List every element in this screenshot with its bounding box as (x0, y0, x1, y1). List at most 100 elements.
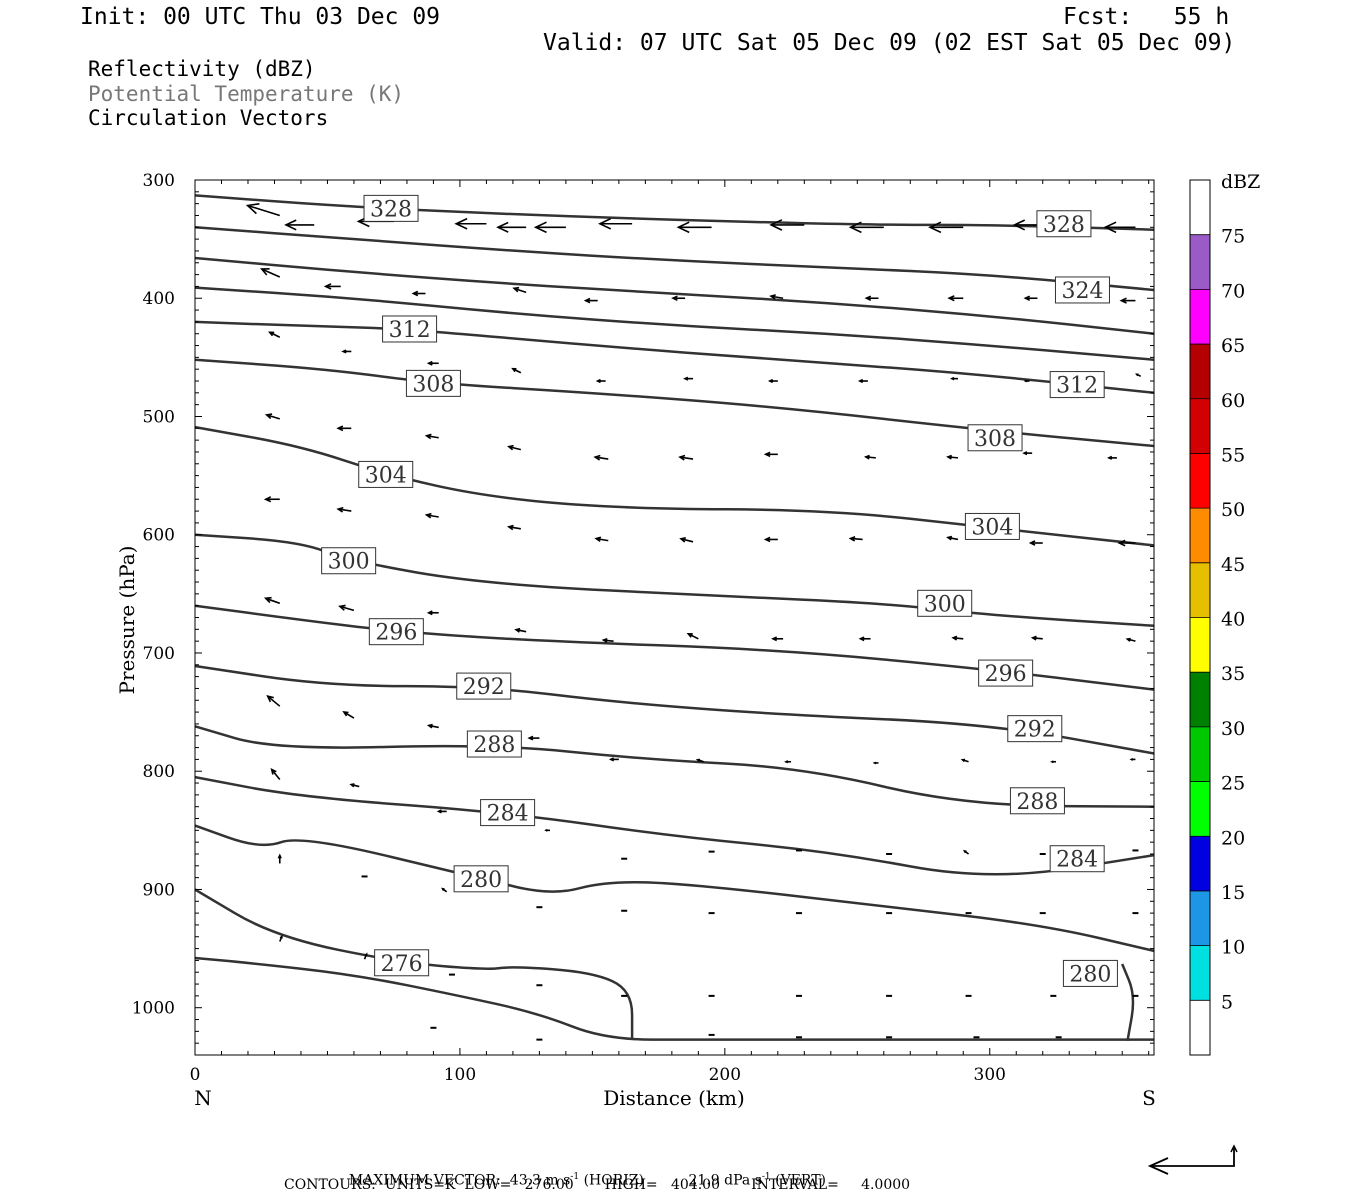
y-tick-label: 300 (143, 171, 175, 191)
colorbar-band (1190, 180, 1210, 235)
x-left-end-label: N (194, 1086, 212, 1110)
circulation-vector (686, 632, 699, 640)
max-horiz-tag: (HORIZ) (583, 1172, 644, 1189)
contour-label-box (363, 194, 419, 222)
circulation-vector (424, 512, 439, 519)
circulation-vector (336, 506, 352, 513)
colorbar: 5 10 15 20 25 30 35 40 45 50 55 60 65 70 75 dBZ (1189, 171, 1260, 1056)
circulation-vector (426, 723, 439, 729)
contour-label: 276 (381, 952, 423, 977)
circulation-vector (341, 349, 352, 354)
contour-292 (194, 664, 1155, 755)
contour-label-box (321, 547, 377, 575)
contour-label: 296 (375, 621, 417, 646)
colorbar-tick-label: 60 (1221, 390, 1245, 412)
colorbar-band (1190, 289, 1210, 345)
circulation-vector (268, 331, 281, 338)
circulation-vector (496, 221, 527, 233)
circulation-vector (263, 596, 281, 605)
circulation-vector (512, 286, 527, 294)
contour-label-box (978, 659, 1034, 687)
colorbar-tick-label: 5 (1221, 991, 1233, 1013)
contour-280 (194, 824, 1155, 953)
circulation-vector (1107, 455, 1117, 460)
circulation-vector (848, 221, 884, 234)
colorbar-band (1190, 1000, 1210, 1055)
circulation-vector (928, 221, 964, 234)
contour-296 (194, 604, 1155, 691)
circulation-vector (264, 413, 281, 420)
circulation-vector (679, 537, 694, 543)
circulation-vector (864, 295, 879, 302)
contour-304 (194, 425, 1155, 547)
forecast-hour: Fcst: 55 h (1063, 4, 1230, 30)
circulation-vector (583, 297, 598, 304)
x-tick-label: 0 (190, 1065, 201, 1085)
contour-label: 312 (389, 318, 431, 343)
colorbar-band (1190, 344, 1210, 399)
circulation-vector (441, 887, 448, 893)
contour-label-box (1036, 210, 1092, 238)
circulation-vector (338, 604, 355, 612)
colorbar-tick-label: 25 (1221, 773, 1245, 795)
colorbar-band (1190, 234, 1210, 290)
contour-308 (194, 358, 1155, 448)
circulation-vector (277, 853, 282, 864)
x-right-end-label: S (1142, 1086, 1156, 1110)
contour-284 (194, 775, 1155, 876)
contour-label-box (453, 865, 509, 893)
plot-frame (194, 179, 1155, 1056)
circulation-vector (858, 636, 871, 642)
contour-label-box (405, 369, 461, 397)
circulation-vector (947, 295, 964, 302)
circulation-vector (771, 636, 784, 642)
valid-time: Valid: 07 UTC Sat 05 Dec 09 (02 EST Sat … (543, 30, 1236, 56)
contour-328 (194, 194, 1155, 231)
contour-label: 284 (1056, 848, 1098, 873)
contour-label: 288 (1016, 790, 1058, 815)
circulation-vector (962, 849, 970, 855)
circulation-vector (349, 783, 360, 788)
circulation-vector (544, 828, 550, 832)
colorbar-band (1190, 398, 1210, 454)
colorbar-band (1190, 836, 1210, 891)
circulation-vector (263, 496, 280, 503)
max-vert-tag: (VERT) (775, 1172, 826, 1189)
y-tick-label: 900 (143, 880, 175, 900)
colorbar-tick-label: 50 (1221, 499, 1245, 521)
colorbar-tick-label: 20 (1221, 827, 1245, 849)
contour-label: 324 (1061, 279, 1103, 304)
contour-label-box (456, 672, 512, 700)
contour-label: 288 (473, 733, 515, 758)
circulation-vector (951, 635, 964, 641)
circulation-vector (533, 221, 566, 234)
contour-label: 296 (985, 662, 1027, 687)
circulation-vector (1050, 760, 1056, 764)
max-vert-exponent: -1 (761, 1172, 771, 1182)
circulation-vector (767, 378, 778, 384)
contour-label-box (967, 424, 1023, 452)
x-tick-label: 100 (444, 1065, 476, 1085)
circulation-vectors (245, 203, 1142, 1041)
axes: 300 400 500 600 700 800 900 1000 0 100 200 300 Dista… (115, 171, 1156, 1110)
contour-label: 280 (1069, 962, 1111, 987)
circulation-vector (260, 268, 281, 278)
y-axis-label: Pressure (hPa) (115, 546, 139, 695)
circulation-vector (284, 219, 315, 231)
circulation-vector (671, 295, 686, 302)
circulation-vector (784, 760, 792, 764)
colorbar-tick-label: 70 (1221, 280, 1245, 302)
field-circulation-vectors: Circulation Vectors (88, 106, 329, 130)
circulation-vector (1125, 637, 1136, 642)
contour-276 (1121, 963, 1135, 1042)
circulation-vector (763, 536, 778, 543)
contour-276 (194, 888, 634, 1040)
colorbar-band (1190, 726, 1210, 782)
contour-label-box (1009, 787, 1065, 815)
contour-label: 292 (1014, 718, 1056, 743)
contour-label-box (1054, 276, 1110, 304)
circulation-vector (946, 454, 959, 460)
colorbar-tick-label: 10 (1221, 937, 1245, 959)
circulation-vector (1028, 540, 1043, 546)
contour-label-box (1049, 371, 1105, 399)
